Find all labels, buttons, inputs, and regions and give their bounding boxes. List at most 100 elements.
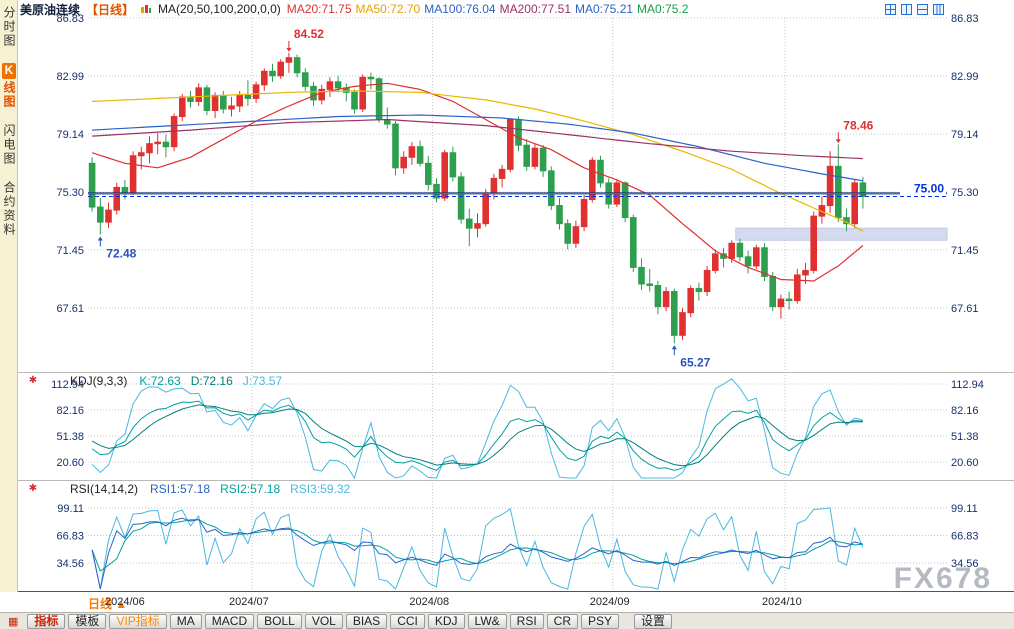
sidebar-item-0[interactable]: 分时图 xyxy=(2,6,16,48)
ma-value-4: MA0:75.21 xyxy=(575,2,634,16)
price-annotation-0: 84.52 xyxy=(286,27,324,52)
price-annotation-3: 65.27 xyxy=(671,345,711,369)
svg-text:67.61: 67.61 xyxy=(951,303,979,315)
grid-lines xyxy=(18,17,1014,592)
window-layout-icons xyxy=(885,3,944,15)
svg-text:79.14: 79.14 xyxy=(951,129,979,141)
chart-area: 75.00 84.52 72.48 78.46 65.27 86.83 86.83 82.99… xyxy=(18,13,1014,595)
indicator-panel-icon[interactable]: ▦ xyxy=(8,615,19,628)
watermark: FX678 xyxy=(893,562,992,595)
svg-text:34.56: 34.56 xyxy=(951,558,979,570)
sidebar-item-1[interactable]: K 线图 xyxy=(1,63,16,109)
svg-text:67.61: 67.61 xyxy=(56,303,84,315)
ma-value-0: MA20:71.75 xyxy=(286,2,352,16)
rsi-line-rsi3 xyxy=(91,507,864,590)
kdj-label[interactable]: KDJ(9,3,3) xyxy=(70,374,128,388)
toolbar-tab-4[interactable]: MACD xyxy=(204,613,255,629)
svg-text:82.16: 82.16 xyxy=(951,405,979,417)
price-annotation-2: 78.46 xyxy=(835,118,874,144)
price-annotation-1: 72.48 xyxy=(97,236,137,261)
svg-text:65.27: 65.27 xyxy=(680,355,710,369)
chart-header: 美原油连续 【日线】 MA(20,50,100,200,0,0) MA20:71… xyxy=(18,0,1014,18)
toolbar-tab-12[interactable]: CR xyxy=(546,613,579,629)
toolbar-tab-7[interactable]: BIAS xyxy=(345,613,388,629)
svg-text:99.11: 99.11 xyxy=(57,503,84,515)
axis-labels: 86.83 86.83 82.99 82.99 79.14 79.14 75.30 75.30… xyxy=(51,13,984,570)
svg-text:99.11: 99.11 xyxy=(951,503,978,515)
ma-value-5: MA0:75.2 xyxy=(637,2,689,16)
toolbar-tab-0[interactable]: 指标 xyxy=(27,613,66,629)
axis-month-0: 2024/06 xyxy=(105,596,145,608)
current-price-label: 75.00 xyxy=(914,181,944,195)
chart-style-icon[interactable] xyxy=(140,3,152,15)
svg-text:20.60: 20.60 xyxy=(951,457,979,469)
svg-text:75.30: 75.30 xyxy=(951,187,979,199)
rsi-label-row: RSI(14,14,2) RSI1:57.18 RSI2:57.18 RSI3:59… xyxy=(70,480,360,498)
period-label[interactable]: 【日线】 xyxy=(86,2,135,17)
toolbar-tab-6[interactable]: VOL xyxy=(304,613,343,629)
svg-text:78.46: 78.46 xyxy=(843,118,873,132)
sidebar-item-2[interactable]: 闪电图 xyxy=(2,124,16,166)
instrument-title: 美原油连续 xyxy=(20,2,81,17)
ma-settings-label[interactable]: MA(20,50,100,200,0,0) xyxy=(158,2,281,16)
toolbar-tab-3[interactable]: MA xyxy=(169,613,202,629)
layout-grid-icon-3[interactable] xyxy=(917,3,928,15)
kdj-label-row: KDJ(9,3,3) K:72.63 D:72.16 J:73.57 xyxy=(70,372,292,390)
svg-text:86.83: 86.83 xyxy=(56,13,84,25)
toolbar-tab-1[interactable]: 模板 xyxy=(68,613,107,629)
ma-line-MA50 xyxy=(92,90,864,232)
left-sidebar: 分时图 K 线图闪电图合约资料 xyxy=(0,0,18,592)
toolbar-tab-11[interactable]: RSI xyxy=(509,613,544,629)
kdj-settings-icon[interactable]: ✱ xyxy=(28,375,38,386)
rsi-line-rsi1 xyxy=(91,517,864,590)
ma-value-3: MA200:77.51 xyxy=(499,2,571,16)
svg-text:82.16: 82.16 xyxy=(56,405,84,417)
chevron-up-icon: ▲ xyxy=(115,597,128,611)
svg-text:75.30: 75.30 xyxy=(56,187,84,199)
svg-text:51.38: 51.38 xyxy=(951,431,979,443)
svg-text:82.99: 82.99 xyxy=(56,71,84,83)
toolbar-tab-2[interactable]: VIP指标 xyxy=(109,613,167,629)
toolbar-tab-8[interactable]: CCI xyxy=(390,613,425,629)
rsi-param-2: RSI3:59.32 xyxy=(290,482,351,496)
toolbar-tab-5[interactable]: BOLL xyxy=(257,613,302,629)
layout-grid-icon-1[interactable] xyxy=(885,3,896,15)
rsi-param-0: RSI1:57.18 xyxy=(150,482,211,496)
sidebar-item-3[interactable]: 合约资料 xyxy=(2,181,16,237)
rsi-values: RSI1:57.18 RSI2:57.18 RSI3:59.32 xyxy=(150,482,360,496)
kdj-param-1: D:72.16 xyxy=(190,374,233,388)
kdj-param-2: J:73.57 xyxy=(242,374,283,388)
toolbar-tab-10[interactable]: LW& xyxy=(467,613,507,629)
kdj-line-d xyxy=(91,404,863,467)
period-selector-text: 日线 xyxy=(88,597,113,611)
layout-grid-icon-4[interactable] xyxy=(933,3,944,15)
highlight-box[interactable] xyxy=(735,227,948,241)
kdj-param-0: K:72.63 xyxy=(139,374,181,388)
svg-text:84.52: 84.52 xyxy=(294,27,324,41)
sidebar-item-label: 线图 xyxy=(2,81,16,109)
svg-text:112.94: 112.94 xyxy=(51,379,84,391)
rsi-label[interactable]: RSI(14,14,2) xyxy=(70,482,139,496)
period-selector[interactable]: 日线 ▲ xyxy=(88,595,127,612)
svg-text:20.60: 20.60 xyxy=(56,457,84,469)
ma-line-MA100 xyxy=(92,114,864,182)
rsi-settings-icon[interactable]: ✱ xyxy=(28,483,38,494)
active-tab-badge: K xyxy=(2,63,16,79)
svg-text:51.38: 51.38 xyxy=(56,431,84,443)
ma-line-MA200 xyxy=(92,118,863,160)
svg-text:71.45: 71.45 xyxy=(56,245,84,257)
svg-text:82.99: 82.99 xyxy=(951,71,979,83)
toolbar-tab-13[interactable]: PSY xyxy=(581,613,620,629)
svg-text:112.94: 112.94 xyxy=(951,379,984,391)
rsi-param-1: RSI2:57.18 xyxy=(220,482,281,496)
svg-text:66.83: 66.83 xyxy=(56,531,84,543)
svg-text:34.56: 34.56 xyxy=(56,558,84,570)
ma-line-MA20 xyxy=(91,82,864,282)
candles-group xyxy=(88,52,867,344)
ma-value-2: MA100:76.04 xyxy=(424,2,496,16)
price-chart[interactable]: 75.00 84.52 72.48 78.46 65.27 86.83 86.83 82.99… xyxy=(18,13,1014,592)
toolbar-tab-14[interactable]: 设置 xyxy=(634,613,673,629)
layout-grid-icon-2[interactable] xyxy=(901,3,912,15)
toolbar-tab-9[interactable]: KDJ xyxy=(427,613,465,629)
